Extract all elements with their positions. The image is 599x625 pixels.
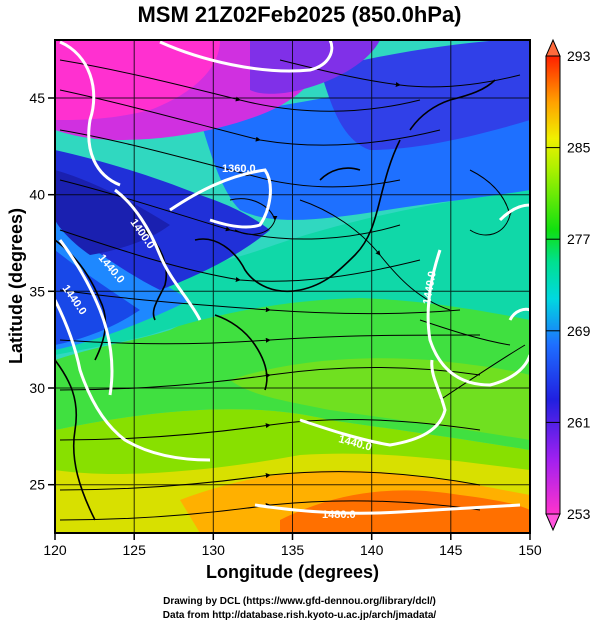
x-axis [54,533,531,540]
wind-streamlines [59,59,526,521]
x-tick-label: 135 [281,542,305,558]
y-tick-label: 45 [29,90,45,106]
x-tick-label: 150 [518,542,542,558]
chart-title: MSM 21Z02Feb2025 (850.0hPa) [137,2,462,27]
colorbar-tick-label: 261 [567,414,591,430]
colorbar-tick-label: 285 [567,140,591,156]
colorbar-tick-label: 293 [567,48,591,64]
grid [55,40,530,533]
y-axis-label: Latitude (degrees) [6,208,26,364]
colorbar-gradient [545,55,561,515]
credit-drawing: Drawing by DCL (https://www.gfd-dennou.o… [163,596,436,607]
x-tick-label: 120 [43,542,67,558]
contour-label: 1440.0 [421,270,439,305]
y-tick-label: 35 [29,283,45,299]
credit-data: Data from http://database.rish.kyoto-u.a… [162,610,437,621]
height-contours [55,40,530,515]
y-tick-label: 25 [29,477,45,493]
colorbar: 253 261 269 277 285 293 [545,38,591,532]
colorbar-tick-label: 253 [567,506,591,522]
colorbar-tick-label: 269 [567,323,591,339]
y-axis [48,97,55,486]
y-tick-labels: 25 30 35 40 45 [29,90,45,493]
x-tick-label: 130 [202,542,226,558]
colorbar-max-arrow [545,38,561,57]
y-tick-label: 30 [29,380,45,396]
y-tick-label: 40 [29,187,45,203]
contour-label: 1360.0 [222,163,256,175]
colorbar-min-arrow [545,513,561,532]
x-tick-label: 145 [439,542,463,558]
x-tick-labels: 120 125 130 135 140 145 150 [43,542,542,558]
contour-label: 1480.0 [322,509,356,521]
x-axis-label: Longitude (degrees) [206,562,379,582]
x-tick-label: 125 [123,542,147,558]
colorbar-tick-label: 277 [567,231,591,247]
x-tick-label: 140 [360,542,384,558]
